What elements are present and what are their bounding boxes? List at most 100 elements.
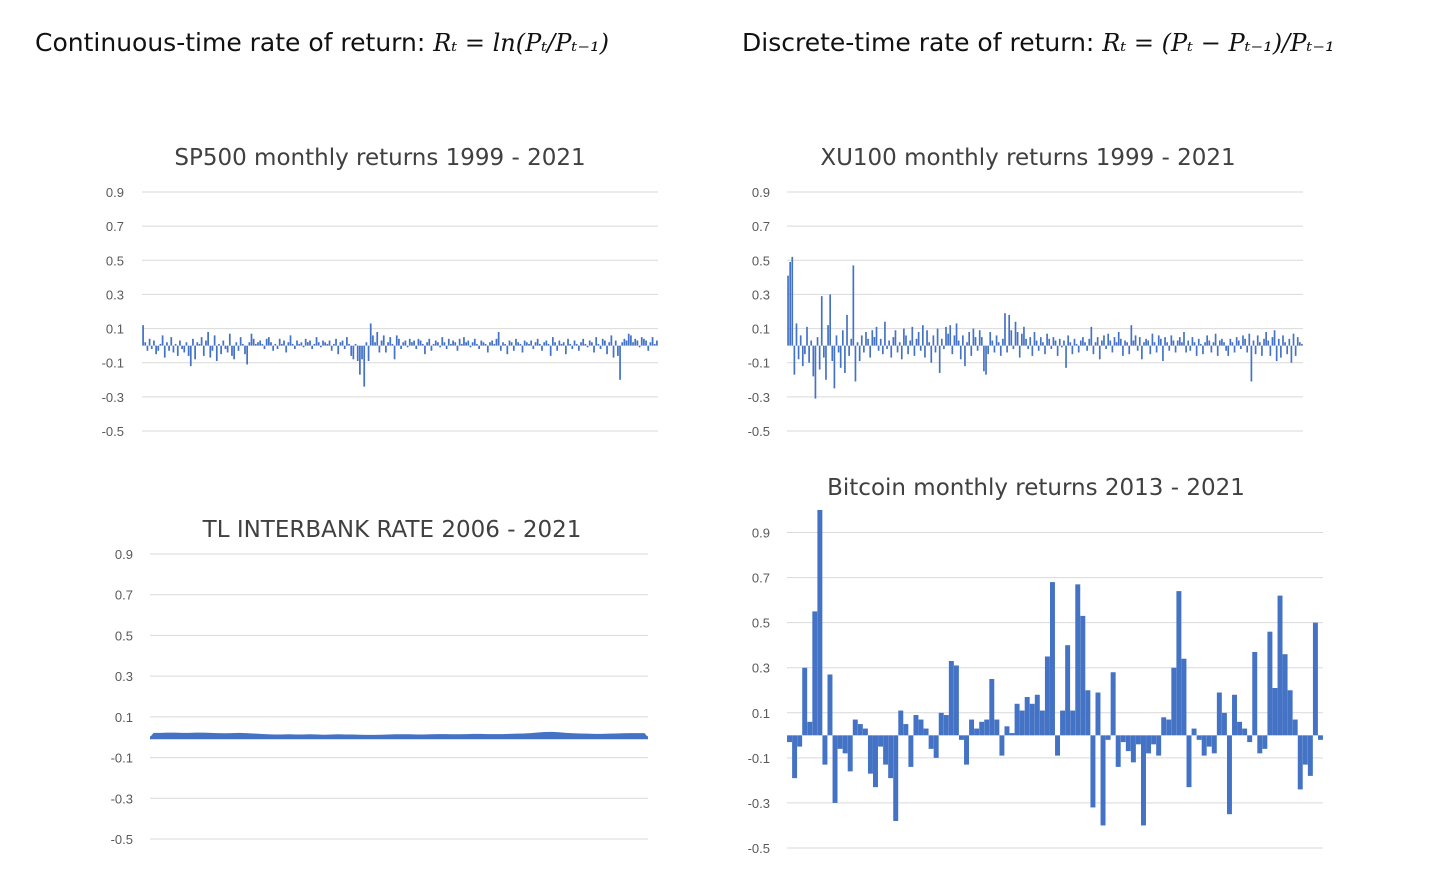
xu100-bar [1111,345,1114,353]
sp500-bar [226,345,229,353]
xu100-bar [932,335,935,346]
sp500-y-tick-label: -0.3 [102,390,124,405]
sp500-bar [649,342,652,346]
xu100-bar [1115,342,1118,346]
bitcoin-bar [1029,703,1035,736]
xu100-bar [1294,345,1297,356]
bitcoin-bar [1242,728,1248,736]
sp500-bar [218,343,220,346]
bitcoin-bar [878,735,884,747]
xu100-bar [1109,340,1112,346]
sp500-bar [623,338,626,346]
sp500-bar [153,340,155,346]
sp500-bar [211,345,214,351]
sp500-y-tick-label: 0.7 [106,219,124,234]
xu100-bar [1113,337,1116,346]
sp500-bar [447,338,450,346]
sp500-bar [482,342,485,346]
tl-interbank-area-series [150,731,648,738]
xu100-bar [959,345,962,360]
xu100-y-tick-label: 0.5 [752,253,770,268]
xu100-bar [873,337,876,346]
xu100-bar [1004,313,1006,346]
bitcoin-bar [1141,735,1146,826]
xu100-bar [1105,345,1107,350]
xu100-bar [1275,345,1278,361]
sp500-bar [220,345,222,355]
sp500-bar [463,337,465,346]
sp500-bar [280,343,283,346]
xu100-bar [810,340,813,346]
sp500-bar [556,345,559,351]
bitcoin-y-tick-label: 0.3 [752,661,770,676]
bitcoin-bar [842,735,848,754]
bitcoin-y-tick-label: -0.3 [748,796,770,811]
xu100-bar [1119,338,1122,346]
sp500-bar [313,343,316,346]
bitcoin-bar [812,611,818,736]
sp500-bar [270,342,272,346]
sp500-bar [651,337,654,346]
xu100-bar [1010,330,1013,346]
xu100-bar [1159,338,1162,346]
sp500-bar [638,345,641,348]
bitcoin-bar [1095,692,1101,736]
bitcoin-bar [969,719,975,736]
xu100-bar [1261,345,1263,356]
xu100-bar [1069,342,1072,346]
xu100-bar [877,345,880,351]
sp500-bar [508,340,511,346]
sp500-bar [333,343,335,346]
sp500-bar [224,345,227,350]
sp500-bar [643,338,645,346]
bitcoin-bar [913,715,919,736]
xu100-bar [1301,343,1303,346]
xu100-bar [1029,337,1032,346]
xu100-bar [795,323,798,346]
xu100-bar [1061,345,1063,348]
xu100-bar [858,345,861,361]
sp500-bar [356,345,359,361]
sp500-bar [601,338,604,346]
sp500-bar [174,343,177,346]
bitcoin-bar [1237,721,1243,736]
sp500-bar [517,342,520,346]
bitcoin-bar [1014,703,1020,736]
xu100-bar [972,328,975,346]
sp500-bar [374,342,376,346]
xu100-bar [1250,345,1253,382]
xu100-bar [888,340,890,346]
sp500-bar [272,345,275,351]
bitcoin-bar [1049,582,1055,736]
xu100-bar [1153,342,1156,346]
xu100-bar [917,331,920,346]
sp500-bar [510,342,513,346]
bitcoin-bar [1312,622,1318,736]
bitcoin-bar [883,735,889,765]
sp500-bar [311,345,314,350]
xu100-bar [1147,340,1150,346]
bitcoin-bar [1039,710,1045,736]
xu100-bar [1252,340,1255,346]
bitcoin-bar [1191,728,1197,736]
bitcoin-bar [797,735,803,747]
sp500-bar [437,342,439,346]
bitcoin-bar [1292,719,1298,736]
tl-interbank-chart: TL INTERBANK RATE 2006 - 2021 0.9 0.7 0.5 0.… [80,505,680,865]
bitcoin-bar [984,719,990,736]
sp500-bar [155,345,157,355]
xu100-bar [978,330,981,346]
xu100-bar [1151,333,1154,346]
xu100-bar [1208,340,1211,346]
xu100-bar [907,345,909,355]
xu100-bar [976,345,979,351]
sp500-bar [525,342,528,346]
bitcoin-bar [852,719,858,736]
xu100-bar [1141,345,1143,360]
xu100-bar [1065,345,1067,368]
sp500-bar [645,340,647,346]
bitcoin-y-tick-label: 0.9 [752,526,770,541]
bitcoin-bar [1226,735,1232,815]
heading-discrete-return: Discrete-time rate of return: Rₜ = (Pₜ −… [742,28,1335,57]
bitcoin-bar [948,660,954,736]
